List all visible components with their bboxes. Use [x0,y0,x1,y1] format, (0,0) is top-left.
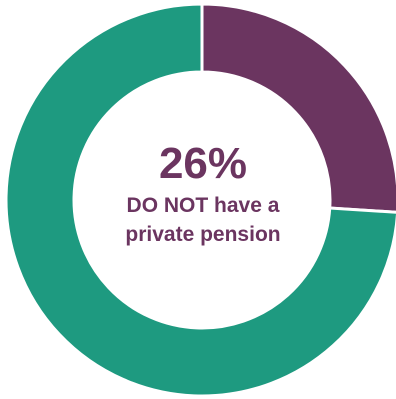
center-caption-line-2: private pension [125,223,281,246]
donut-slice-1 [200,2,396,214]
donut-slice-2 [4,2,396,398]
center-caption-line-1: DO NOT have a [126,194,280,217]
center-percentage-label: 26% [158,139,248,188]
